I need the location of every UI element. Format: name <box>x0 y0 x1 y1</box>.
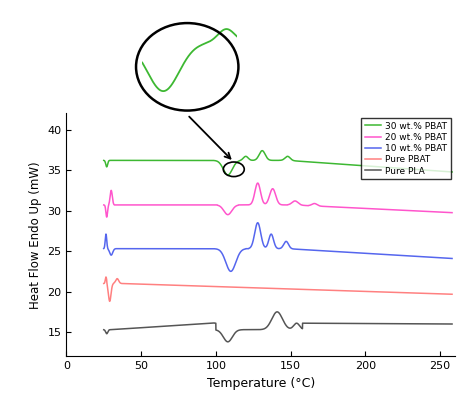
Legend: 30 wt.% PBAT, 20 wt.% PBAT, 10 wt.% PBAT, Pure PBAT, Pure PLA: 30 wt.% PBAT, 20 wt.% PBAT, 10 wt.% PBAT… <box>362 118 450 179</box>
X-axis label: Temperature (°C): Temperature (°C) <box>207 377 315 390</box>
Y-axis label: Heat Flow Endo Up (mW): Heat Flow Endo Up (mW) <box>29 161 42 309</box>
